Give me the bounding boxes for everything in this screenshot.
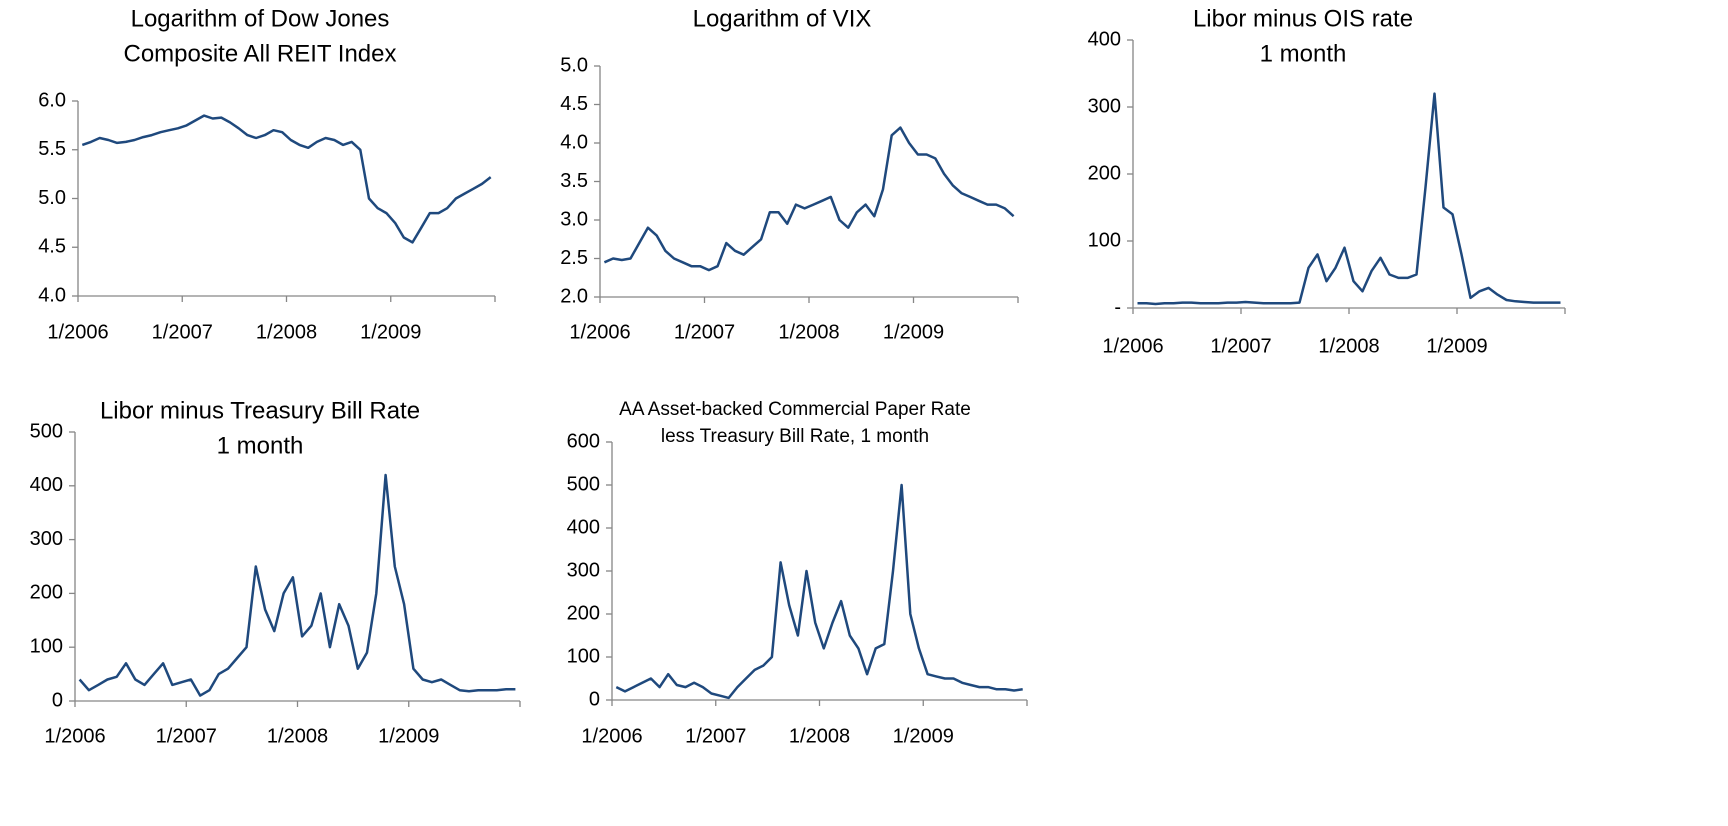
chart-title: Logarithm of Dow Jones	[131, 5, 390, 32]
chart-title: Logarithm of VIX	[693, 5, 872, 32]
x-tick-label: 1/2007	[674, 321, 735, 343]
x-tick-label: 1/2008	[778, 321, 839, 343]
y-tick-label: 4.5	[560, 93, 588, 115]
y-tick-label: 2.5	[560, 247, 588, 269]
x-tick-label: 1/2007	[1210, 335, 1271, 357]
x-tick-label: 1/2009	[893, 725, 954, 747]
x-tick-label: 1/2009	[883, 321, 944, 343]
x-tick-label: 1/2008	[1318, 335, 1379, 357]
y-tick-label: 3.0	[560, 208, 588, 230]
chart-title: Libor minus Treasury Bill Rate	[100, 397, 420, 424]
y-tick-label: 500	[567, 473, 600, 495]
y-tick-label: 4.5	[38, 236, 66, 258]
x-tick-label: 1/2006	[44, 725, 105, 747]
x-tick-label: 1/2007	[156, 725, 217, 747]
chart-title: 1 month	[217, 432, 304, 459]
chart-title: Libor minus OIS rate	[1193, 5, 1413, 32]
x-tick-label: 1/2006	[569, 321, 630, 343]
y-tick-label: 4.0	[38, 284, 66, 306]
y-tick-label: 4.0	[560, 131, 588, 153]
y-tick-label: 600	[567, 430, 600, 452]
data-line	[1137, 92, 1561, 306]
y-tick-label: 3.5	[560, 170, 588, 192]
x-tick-label: 1/2007	[685, 725, 746, 747]
y-tick-label: 6.0	[38, 89, 66, 111]
y-tick-label: 500	[30, 420, 63, 442]
y-tick-label: 400	[1088, 28, 1121, 50]
y-tick-label: 100	[1088, 229, 1121, 251]
data-line	[603, 126, 1015, 272]
y-tick-label: 200	[1088, 162, 1121, 184]
y-tick-label: 300	[567, 559, 600, 581]
x-tick-label: 1/2006	[1102, 335, 1163, 357]
chart-title: 1 month	[1260, 40, 1347, 67]
y-tick-label: 0	[589, 688, 600, 710]
data-line	[78, 473, 516, 697]
data-line	[81, 114, 492, 244]
y-tick-label: 2.0	[560, 285, 588, 307]
x-tick-label: 1/2009	[378, 725, 439, 747]
y-tick-label: 400	[30, 474, 63, 496]
y-tick-label: -	[1114, 296, 1121, 318]
x-tick-label: 1/2009	[360, 321, 421, 343]
x-tick-label: 1/2008	[789, 725, 850, 747]
x-tick-label: 1/2009	[1426, 335, 1487, 357]
chart-title: AA Asset-backed Commercial Paper Rate	[619, 399, 971, 420]
data-line	[615, 483, 1023, 700]
y-tick-label: 300	[1088, 95, 1121, 117]
y-tick-label: 5.5	[38, 138, 66, 160]
y-tick-label: 0	[52, 689, 63, 711]
x-tick-label: 1/2007	[152, 321, 213, 343]
x-tick-label: 1/2008	[256, 321, 317, 343]
x-tick-label: 1/2008	[267, 725, 328, 747]
chart-title: Composite All REIT Index	[123, 40, 396, 67]
y-tick-label: 5.0	[38, 187, 66, 209]
y-tick-label: 200	[30, 582, 63, 604]
y-tick-label: 300	[30, 528, 63, 550]
x-tick-label: 1/2006	[581, 725, 642, 747]
chart-title: less Treasury Bill Rate, 1 month	[661, 426, 929, 447]
y-tick-label: 5.0	[560, 54, 588, 76]
y-tick-label: 100	[567, 645, 600, 667]
y-tick-label: 100	[30, 635, 63, 657]
y-tick-label: 400	[567, 516, 600, 538]
y-tick-label: 200	[567, 602, 600, 624]
x-tick-label: 1/2006	[47, 321, 108, 343]
